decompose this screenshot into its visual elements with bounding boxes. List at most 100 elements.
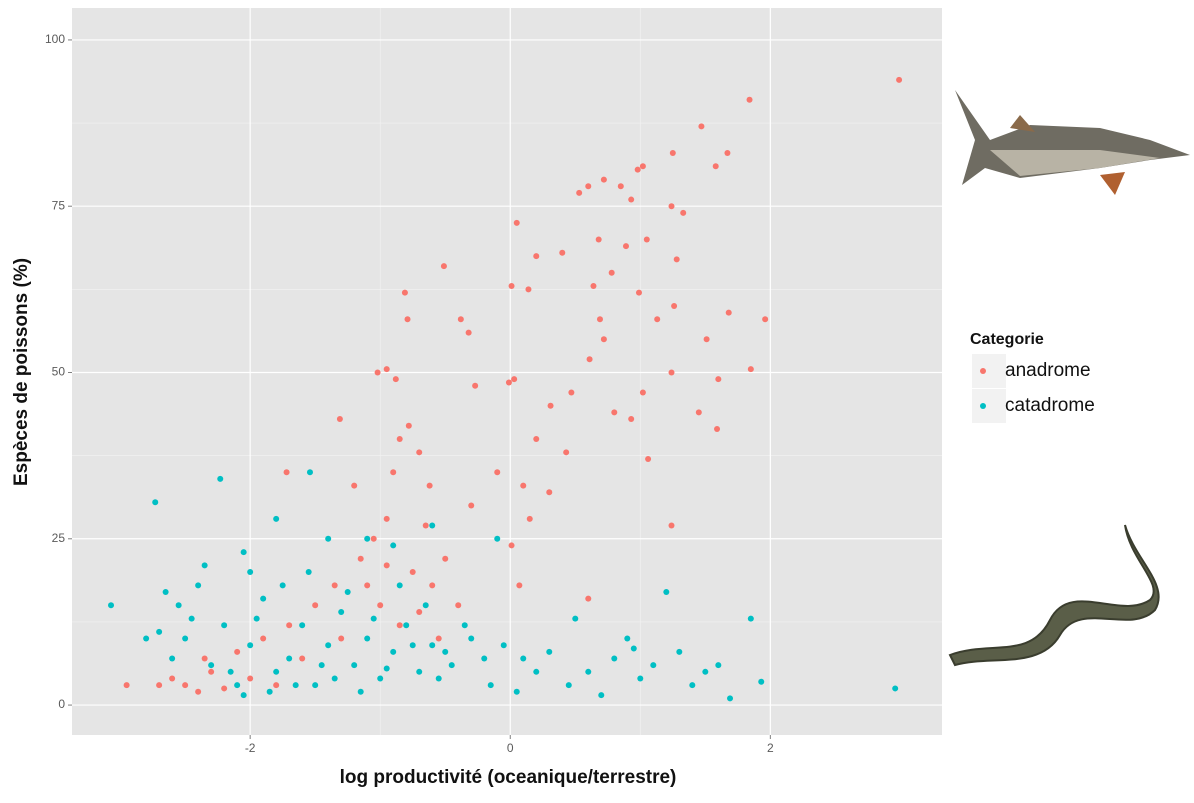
point: [637, 675, 643, 681]
point: [488, 682, 494, 688]
legend-title: Categorie: [970, 331, 1044, 348]
point: [397, 436, 403, 442]
point: [640, 163, 646, 169]
point: [169, 675, 175, 681]
point: [458, 316, 464, 322]
point: [747, 97, 753, 103]
point: [644, 236, 650, 242]
point: [286, 622, 292, 628]
point: [436, 675, 442, 681]
x-tick-label: 2: [767, 741, 774, 755]
legend-key: [972, 389, 1006, 423]
legend-label: anadrome: [1005, 360, 1091, 381]
point: [397, 582, 403, 588]
y-axis-title: Espèces de poissons (%): [11, 258, 32, 486]
point: [241, 549, 247, 555]
point: [312, 682, 318, 688]
point: [195, 689, 201, 695]
y-tick-label: 100: [45, 32, 65, 46]
point: [319, 662, 325, 668]
point: [590, 283, 596, 289]
point: [618, 183, 624, 189]
point: [202, 656, 208, 662]
point: [364, 582, 370, 588]
point: [403, 622, 409, 628]
point: [189, 616, 195, 622]
point: [663, 589, 669, 595]
point: [624, 636, 630, 642]
point: [299, 622, 305, 628]
point: [724, 150, 730, 156]
point: [247, 675, 253, 681]
point: [325, 642, 331, 648]
point: [375, 369, 381, 375]
point: [410, 569, 416, 575]
point: [273, 682, 279, 688]
point: [689, 682, 695, 688]
point: [585, 183, 591, 189]
point: [384, 665, 390, 671]
point: [351, 662, 357, 668]
point: [273, 516, 279, 522]
point: [195, 582, 201, 588]
x-axis-title: log productivité (oceanique/terrestre): [340, 767, 677, 788]
point: [442, 649, 448, 655]
point: [260, 596, 266, 602]
point: [640, 389, 646, 395]
point: [423, 522, 429, 528]
legend-key: [972, 354, 1006, 388]
point: [241, 692, 247, 698]
point: [143, 636, 149, 642]
point: [676, 649, 682, 655]
point: [628, 416, 634, 422]
point: [384, 516, 390, 522]
point: [182, 682, 188, 688]
point: [645, 456, 651, 462]
point: [358, 689, 364, 695]
point: [307, 469, 313, 475]
point: [416, 669, 422, 675]
point: [609, 270, 615, 276]
point: [325, 536, 331, 542]
point: [516, 582, 522, 588]
point: [715, 376, 721, 382]
point: [501, 642, 507, 648]
point: [423, 602, 429, 608]
y-tick-label: 25: [52, 531, 66, 545]
point: [514, 689, 520, 695]
legend-label: catadrome: [1005, 395, 1095, 416]
chart: log productivité (oceanique/terrestre) E…: [0, 0, 1194, 798]
y-tick-label: 75: [52, 198, 66, 212]
point: [273, 669, 279, 675]
point: [514, 220, 520, 226]
point: [377, 675, 383, 681]
point: [671, 303, 677, 309]
point: [472, 383, 478, 389]
point: [208, 669, 214, 675]
point: [124, 682, 130, 688]
point: [247, 569, 253, 575]
point: [563, 449, 569, 455]
point: [494, 536, 500, 542]
point: [533, 669, 539, 675]
point: [332, 582, 338, 588]
point: [293, 682, 299, 688]
point: [286, 656, 292, 662]
point: [727, 695, 733, 701]
point: [566, 682, 572, 688]
point: [312, 602, 318, 608]
plot-panel: [72, 8, 942, 735]
point: [221, 622, 227, 628]
point: [680, 210, 686, 216]
point: [623, 243, 629, 249]
point: [393, 376, 399, 382]
point: [559, 250, 565, 256]
point: [715, 662, 721, 668]
point: [163, 589, 169, 595]
point: [892, 685, 898, 691]
point: [696, 409, 702, 415]
point: [698, 123, 704, 129]
point: [713, 163, 719, 169]
point: [669, 522, 675, 528]
point: [416, 609, 422, 615]
